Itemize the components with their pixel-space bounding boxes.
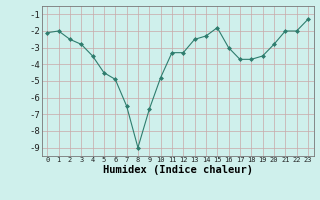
X-axis label: Humidex (Indice chaleur): Humidex (Indice chaleur) [103,165,252,175]
